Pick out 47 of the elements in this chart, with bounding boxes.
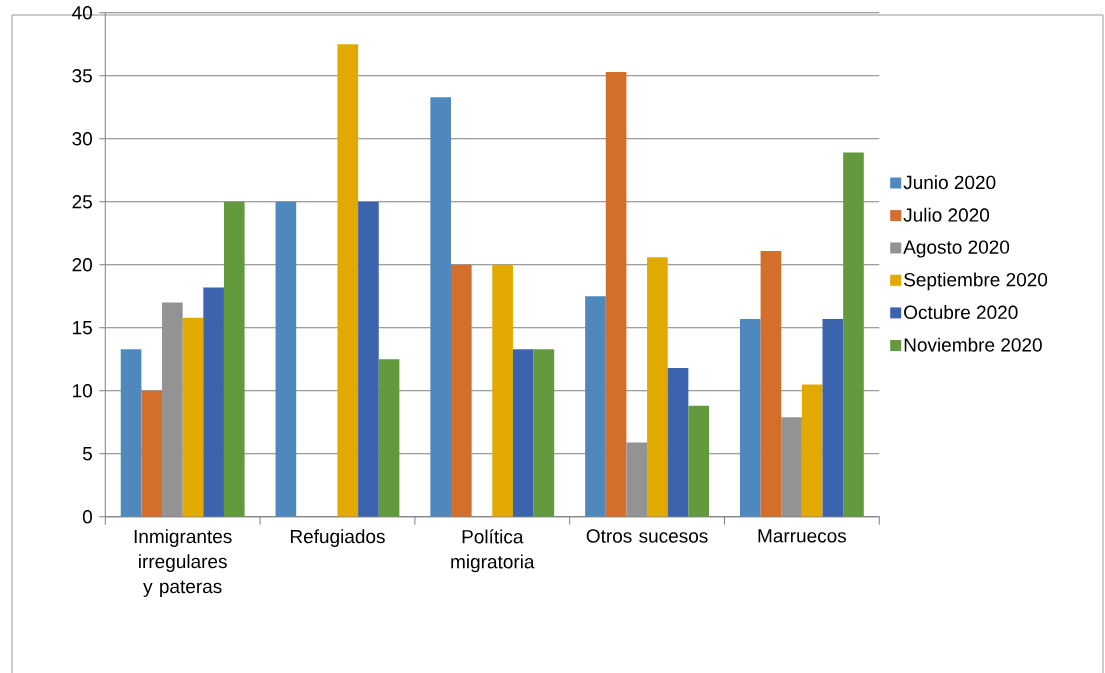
legend-label: Octubre 2020 — [904, 305, 1018, 320]
bar — [843, 152, 864, 517]
x-tick-label: Política migratoria — [451, 529, 535, 573]
y-tick-label: 10 — [73, 384, 92, 398]
bar — [688, 405, 709, 517]
bar — [337, 44, 359, 517]
x-tick-label: Refugiados — [290, 529, 385, 547]
y-tick-label: 25 — [72, 195, 92, 209]
bar — [626, 442, 648, 517]
bar — [605, 71, 627, 517]
bar — [430, 97, 451, 517]
bar — [141, 390, 163, 517]
legend-label: Septiembre 2020 — [904, 272, 1048, 291]
legend-label: Noviembre 2020 — [904, 337, 1042, 352]
legend-label: Junio 2020 — [903, 175, 996, 190]
bar — [182, 317, 204, 517]
legend-label: Agosto 2020 — [903, 240, 1010, 258]
y-tick-label: 30 — [72, 132, 92, 146]
y-tick-label: 0 — [82, 510, 92, 524]
bar — [120, 349, 142, 517]
y-tick-label: 40 — [72, 6, 92, 20]
bar — [378, 359, 400, 517]
bar — [512, 349, 534, 517]
y-tick-label: 20 — [72, 258, 92, 272]
bar — [739, 318, 761, 517]
bar — [358, 201, 379, 517]
x-tick-label: Otros sucesos — [586, 529, 708, 543]
y-tick-label: 5 — [82, 447, 92, 461]
bar — [760, 250, 782, 517]
bar — [647, 257, 668, 517]
bar — [275, 201, 297, 517]
x-tick-label: Inmigrantes irregulares y pateras — [134, 529, 232, 597]
bar — [801, 384, 823, 517]
bar — [822, 318, 844, 517]
bar — [162, 302, 183, 517]
bar — [585, 296, 606, 517]
bar — [223, 201, 245, 517]
y-tick-label: 15 — [73, 321, 92, 335]
bar — [203, 287, 224, 517]
x-tick-label: Marruecos — [758, 529, 847, 543]
bar — [667, 368, 689, 517]
bar — [533, 349, 555, 517]
y-tick-label: 35 — [72, 69, 92, 83]
bar — [781, 417, 802, 517]
bar — [492, 264, 513, 517]
legend-label: Julio 2020 — [903, 207, 990, 222]
bar — [450, 264, 472, 517]
